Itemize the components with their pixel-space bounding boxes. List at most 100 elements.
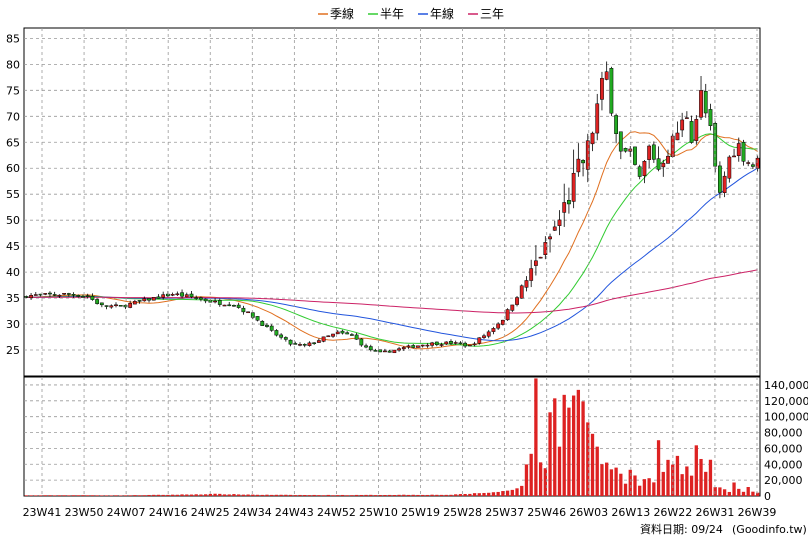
candle-body-86 [430, 342, 435, 346]
candle-body-19 [114, 304, 118, 307]
candle-body-94 [467, 344, 472, 347]
candle-body-2 [33, 294, 38, 296]
price-tick-label-8: 65 [6, 136, 20, 149]
candle-body-131 [642, 160, 647, 177]
candle-body-155 [755, 157, 760, 169]
volume-bar-80 [402, 494, 406, 496]
candle-body-32 [175, 293, 180, 296]
source-date-label: 資料日期: 09/24 [640, 522, 723, 536]
candle-body-78 [392, 349, 397, 354]
volume-bar-144 [704, 471, 708, 496]
volume-bar-53 [274, 494, 279, 496]
volume-panel: 0 20,000 40,000 60,000 80,000 100,000 120,000 1… [23, 376, 808, 503]
candle-body-21 [123, 304, 128, 308]
volume-bar-47 [246, 494, 250, 496]
x-tick-label-0: 23W41 [23, 506, 62, 519]
candle-body-81 [406, 345, 411, 348]
volume-bar-155 [755, 492, 760, 496]
price-tick-label-6: 55 [6, 188, 20, 201]
volume-bar-56 [288, 494, 293, 496]
candle-body-6 [52, 294, 57, 296]
candle-body-125 [614, 115, 619, 134]
candle-body-139 [680, 119, 685, 131]
volume-bar-7 [57, 495, 62, 496]
price-tick-label-3: 40 [6, 266, 20, 279]
candle-body-60 [307, 342, 312, 346]
volume-bar-74 [373, 495, 378, 496]
candle-body-104 [515, 297, 519, 305]
candle-body-64 [326, 335, 331, 338]
volume-bar-9 [67, 495, 71, 496]
candle-body-27 [151, 297, 156, 301]
volume-bar-30 [166, 494, 170, 496]
x-tick-label-16: 26W31 [696, 506, 735, 519]
volume-bar-114 [562, 394, 566, 496]
candle-body-97 [482, 335, 486, 338]
price-tick-label-5: 50 [6, 214, 20, 227]
volume-bar-136 [666, 459, 670, 496]
volume-bar-37 [199, 494, 203, 496]
volume-bar-36 [194, 494, 198, 496]
candle-body-90 [449, 341, 453, 344]
volume-bar-151 [737, 488, 741, 496]
candle-body-99 [491, 328, 496, 332]
volume-bar-138 [675, 455, 680, 496]
candle-body-37 [199, 297, 203, 300]
volume-bar-84 [421, 494, 425, 496]
candle-body-18 [109, 305, 114, 308]
price-tick-label-0: 25 [6, 344, 20, 357]
candles [24, 61, 760, 354]
volume-bar-18 [109, 495, 113, 496]
candle-body-63 [321, 336, 326, 342]
volume-bar-141 [689, 475, 694, 496]
volume-bar-89 [444, 494, 448, 496]
volume-bar-8 [62, 495, 66, 496]
candle-body-67 [340, 330, 345, 334]
candle-body-54 [279, 334, 284, 338]
candle-body-88 [439, 344, 444, 346]
x-tick-label-6: 24W43 [275, 506, 314, 519]
volume-bar-119 [586, 422, 590, 496]
volume-bar-121 [595, 446, 599, 496]
volume-bar-149 [727, 491, 731, 496]
candle-body-40 [213, 300, 217, 303]
price-tick-label-4: 45 [6, 240, 20, 253]
candle-body-65 [331, 333, 335, 337]
volume-bar-20 [119, 495, 123, 496]
volume-bar-0 [24, 495, 29, 496]
ma-line-0 [26, 131, 758, 350]
legend: 季線 半年 年線 三年 [318, 6, 504, 21]
candle-body-42 [222, 304, 227, 307]
candle-body-74 [373, 350, 378, 352]
candle-body-96 [477, 337, 482, 344]
candle-body-73 [368, 346, 373, 351]
volume-bar-19 [114, 495, 118, 496]
price-plot-area [23, 27, 761, 377]
candle-body-10 [71, 294, 76, 296]
candle-body-13 [85, 295, 90, 297]
volume-bar-86 [430, 494, 434, 496]
volume-bar-61 [312, 494, 316, 496]
legend-label-3: 三年 [480, 7, 504, 21]
candle-body-137 [670, 135, 675, 158]
candle-body-22 [128, 303, 133, 308]
candle-body-0 [24, 296, 29, 298]
legend-label-2: 年線 [430, 6, 454, 21]
volume-bar-108 [534, 378, 538, 496]
x-tick-label-17: 26W39 [738, 506, 777, 519]
x-tick-label-10: 25W28 [443, 506, 482, 519]
volume-bar-69 [350, 495, 354, 496]
volume-bar-41 [218, 493, 222, 496]
x-tick-label-11: 25W37 [485, 506, 524, 519]
candle-body-38 [203, 298, 208, 302]
volume-bar-16 [100, 495, 104, 496]
volume-bar-96 [477, 493, 481, 496]
x-tick-label-13: 26W03 [569, 506, 608, 519]
volume-bar-1 [29, 495, 33, 496]
candle-body-129 [633, 146, 637, 165]
candle-body-140 [684, 117, 689, 119]
volume-bar-66 [336, 495, 340, 496]
volume-bar-90 [449, 494, 453, 496]
candle-body-23 [132, 301, 137, 305]
volume-bar-28 [156, 494, 161, 496]
